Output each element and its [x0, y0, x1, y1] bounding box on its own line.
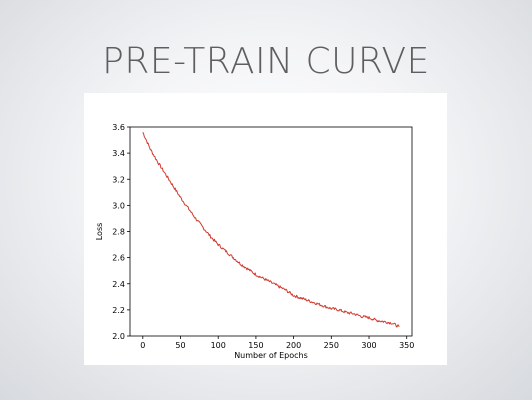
- y-tick-label: 2.6: [112, 254, 125, 263]
- x-tick-label: 100: [211, 341, 226, 350]
- y-tick-label: 2.2: [112, 306, 125, 315]
- y-tick-label: 2.0: [112, 332, 125, 341]
- loss-series-line: [142, 132, 400, 328]
- x-tick-label: 50: [175, 341, 185, 350]
- chart-container: 0 50 100 150 200 250 300 350 2.0 2.2 2.4 2.6 2.8 3.0…: [84, 93, 447, 365]
- slide-title: PRE-TRAIN CURVE: [102, 41, 430, 82]
- x-tick-label: 250: [324, 341, 339, 350]
- plot-frame: [129, 126, 413, 337]
- y-tick-label: 3.6: [112, 123, 125, 132]
- y-tick-label: 3.0: [112, 201, 125, 210]
- y-tick-label: 2.4: [112, 280, 125, 289]
- x-tick-label: 150: [248, 341, 263, 350]
- x-axis-label: Number of Epochs: [234, 351, 308, 360]
- y-tick-label: 3.2: [112, 175, 125, 184]
- y-axis-label: Loss: [95, 223, 104, 241]
- y-tick-label: 2.8: [112, 228, 125, 237]
- loss-chart: 0 50 100 150 200 250 300 350 2.0 2.2 2.4 2.6 2.8 3.0…: [95, 123, 414, 360]
- x-tick-label: 0: [140, 341, 145, 350]
- x-axis-ticks: 0 50 100 150 200 250 300 350: [140, 336, 414, 350]
- x-tick-label: 200: [286, 341, 301, 350]
- series-layer: [142, 132, 400, 328]
- x-tick-label: 350: [399, 341, 414, 350]
- x-tick-label: 300: [361, 341, 376, 350]
- y-axis-ticks: 2.0 2.2 2.4 2.6 2.8 3.0 3.2 3.4 3.6: [112, 123, 130, 341]
- y-tick-label: 3.4: [112, 149, 125, 158]
